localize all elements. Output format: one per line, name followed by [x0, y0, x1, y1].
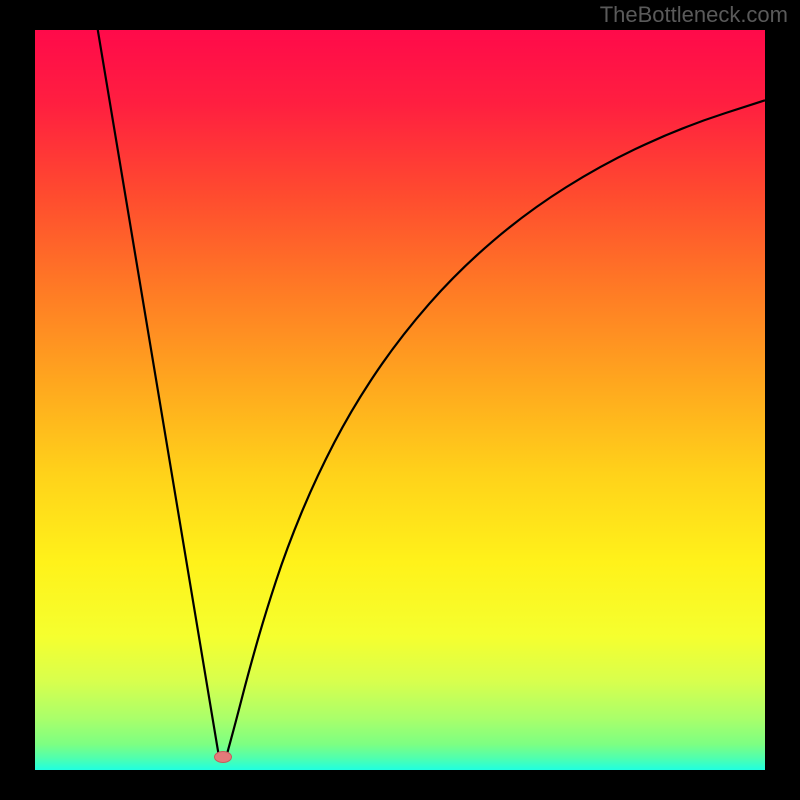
- minimum-marker: [214, 751, 232, 763]
- bottleneck-curve: [35, 30, 765, 770]
- watermark-text: TheBottleneck.com: [600, 2, 788, 28]
- curve-path: [98, 30, 765, 757]
- plot-area: [35, 30, 765, 770]
